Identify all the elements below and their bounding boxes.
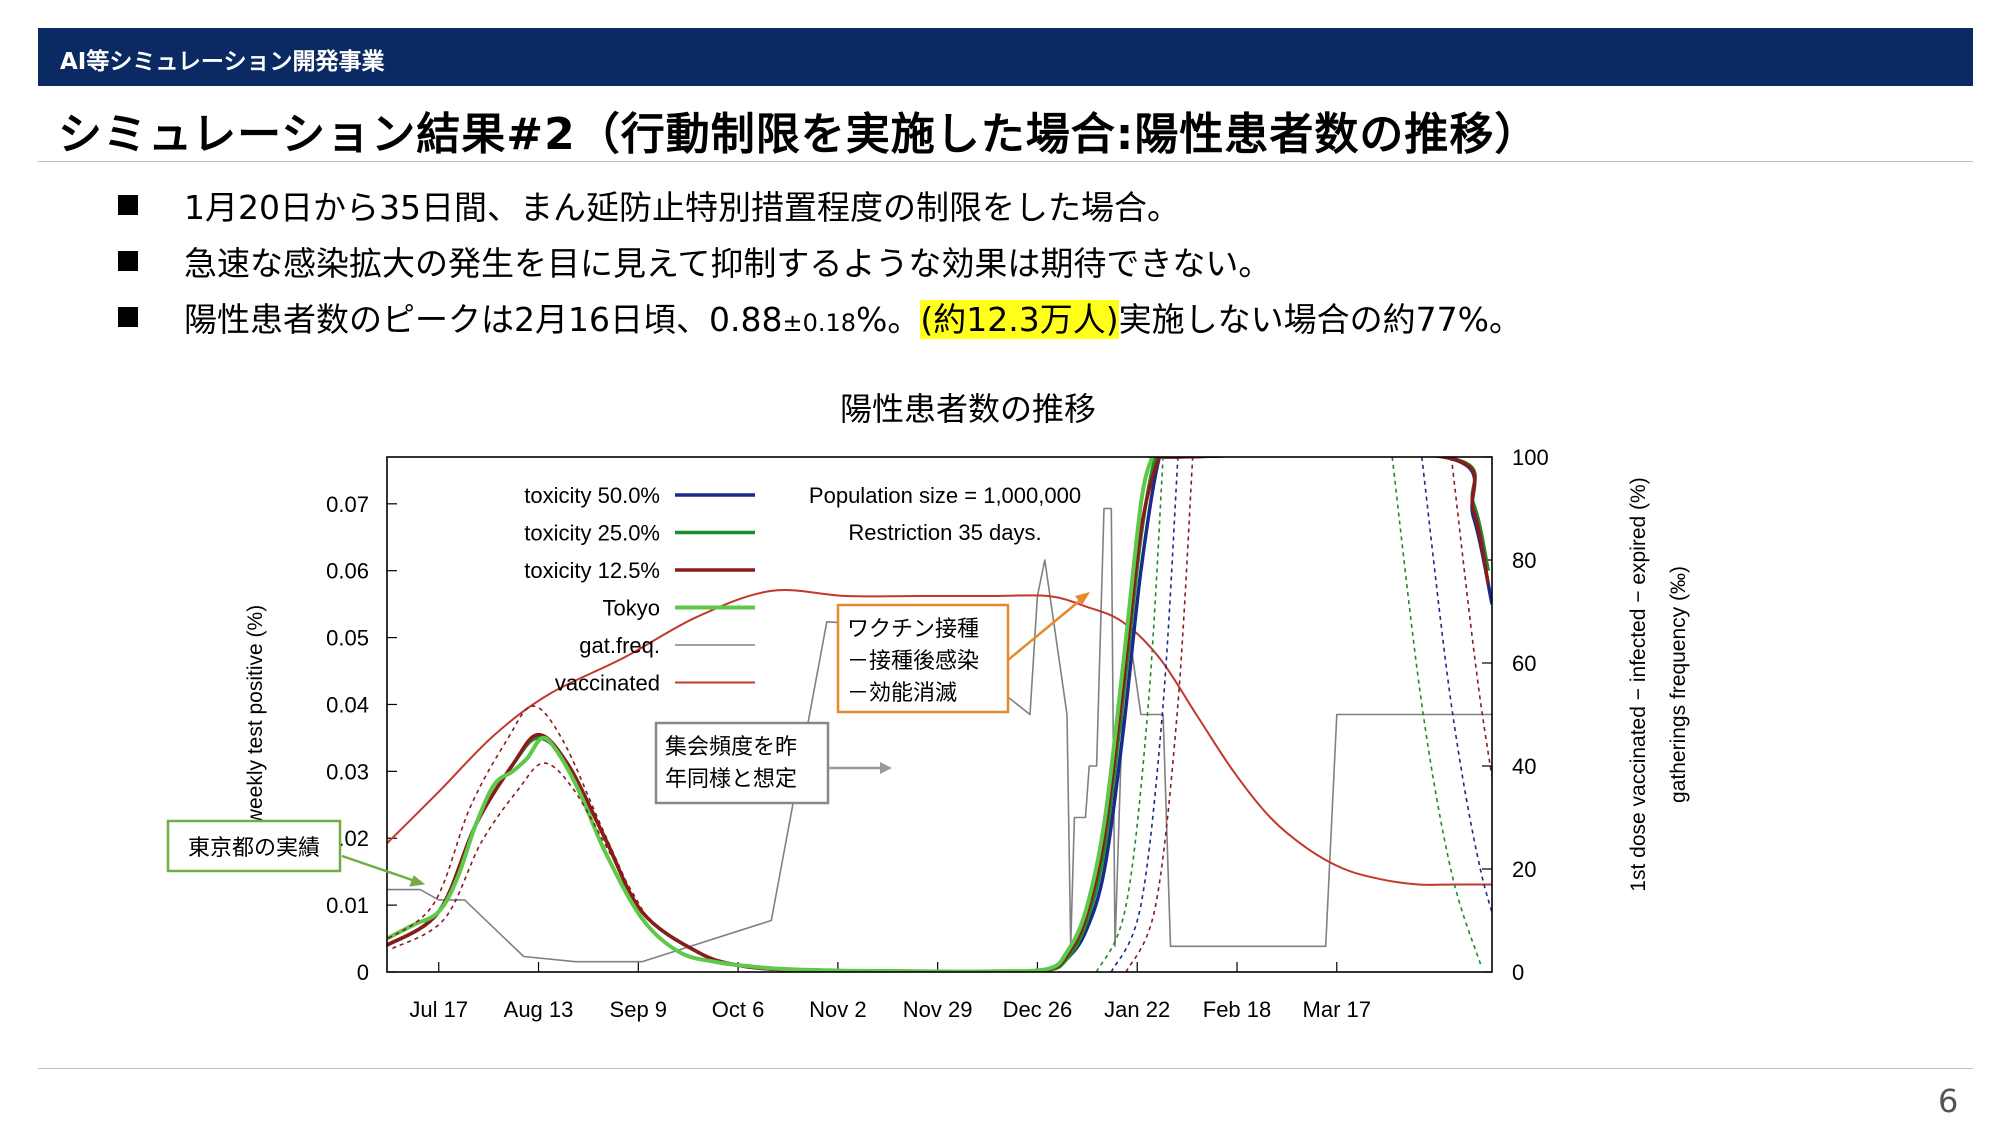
bullet-text: 陽性患者数のピークは2月16日頃、0.88 — [184, 300, 783, 339]
y2-tick-label: 80 — [1512, 548, 1536, 573]
annotation-box-gathering — [654, 721, 830, 805]
series-line-gat-freq- — [387, 507, 1492, 963]
y-tick-label: 0.01 — [326, 893, 369, 918]
section-title: AI等シミュレーション開発事業 — [60, 49, 385, 75]
chart-title: 陽性患者数の推移 — [840, 390, 1096, 428]
y-tick-label: 0.07 — [326, 492, 369, 517]
legend-label: toxicity 12.5% — [524, 558, 660, 583]
y-tick-label: 0.06 — [326, 559, 369, 584]
y2-tick-label: 100 — [1512, 445, 1549, 470]
bullet-text: 実施しない場合の約77%。 — [1118, 300, 1522, 339]
bullet-square-icon — [118, 195, 138, 215]
annotation-arrowhead-tokyo — [409, 875, 426, 887]
plot-frame — [386, 456, 1493, 973]
envelope-upper — [387, 705, 638, 940]
x-tick-label: Nov 29 — [903, 997, 973, 1022]
projection-rise — [1110, 457, 1179, 972]
legend-label: toxicity 25.0% — [524, 521, 660, 546]
y-tick-label: 0.03 — [326, 759, 369, 784]
annotation-box-tokyo — [166, 819, 342, 873]
annotation-arrowhead-vaccine — [1075, 592, 1090, 605]
x-tick-label: Jan 22 — [1104, 997, 1170, 1022]
page-number: 6 — [1938, 1082, 1959, 1120]
bullet-square-icon — [118, 251, 138, 271]
bullet-list: 1月20日から35日間、まん延防止特別措置程度の制限をした場合。 急速な感染拡大… — [118, 180, 1522, 348]
projection-fall — [1421, 457, 1492, 915]
y2-axis-label: 1st dose vaccinated − infected − expired… — [1627, 477, 1650, 891]
y2-tick-label: 20 — [1512, 857, 1536, 882]
bullet-item: 陽性患者数のピークは2月16日頃、0.88±0.18%。(約12.3万人)実施し… — [118, 292, 1522, 348]
y-tick-label: 0.05 — [326, 626, 369, 651]
legend-label: gat.freq. — [579, 633, 660, 658]
bullet-item: 1月20日から35日間、まん延防止特別措置程度の制限をした場合。 — [118, 180, 1522, 236]
x-tick-label: Oct 6 — [712, 997, 765, 1022]
annotation-arrow-tokyo — [341, 854, 419, 884]
y2-tick-label: 0 — [1512, 960, 1524, 985]
y2-tick-label: 40 — [1512, 754, 1536, 779]
annotation-vaccine-line: －効能消滅 — [847, 681, 957, 706]
x-tick-label: Jul 17 — [409, 997, 468, 1022]
annotation-vaccine-line: －接種後感染 — [847, 649, 979, 674]
bullet-text: 急速な感染拡大の発生を目に見えて抑制するような効果は期待できない。 — [184, 244, 1272, 283]
annotation-arrow-vaccine — [1007, 597, 1084, 661]
title-divider — [38, 161, 1973, 162]
bullet-text: %。 — [856, 300, 921, 339]
bullet-item: 急速な感染拡大の発生を目に見えて抑制するような効果は期待できない。 — [118, 236, 1522, 292]
series-line-tokyo — [387, 457, 1154, 972]
x-tick-label: Sep 9 — [610, 997, 668, 1022]
legend-label: vaccinated — [555, 671, 660, 696]
annotation-arrowhead-gathering — [880, 762, 892, 774]
bullet-square-icon — [118, 307, 138, 327]
projection-fall — [1450, 457, 1492, 782]
annotation-tokyo: 東京都の実績 — [188, 836, 320, 861]
series-line-vaccinated — [387, 589, 1492, 886]
legend-label: Tokyo — [603, 596, 660, 621]
projection-fall — [1391, 457, 1482, 966]
y2-tick-label: 60 — [1512, 651, 1536, 676]
legend-label: toxicity 50.0% — [524, 483, 660, 508]
projection-rise — [1125, 457, 1194, 972]
annotation-gathering-line: 年同様と想定 — [665, 767, 797, 792]
y-tick-label: 0.04 — [326, 692, 369, 717]
x-tick-label: Nov 2 — [809, 997, 866, 1022]
section-header-bar: AI等シミュレーション開発事業 — [38, 28, 1973, 86]
x-tick-label: Mar 17 — [1303, 997, 1371, 1022]
y2-axis-label-2: gatherings frequency (‰) — [1667, 566, 1690, 803]
info-restriction: Restriction 35 days. — [848, 520, 1041, 545]
y-tick-label: 0 — [357, 960, 369, 985]
bullet-plusminus: ±0.18 — [782, 309, 857, 337]
x-tick-label: Aug 13 — [504, 997, 574, 1022]
bullet-text: 1月20日から35日間、まん延防止特別措置程度の制限をした場合。 — [184, 188, 1180, 227]
page-title: シミュレーション結果#2（行動制限を実施した場合:陽性患者数の推移） — [58, 109, 1540, 160]
info-population: Population size = 1,000,000 — [809, 483, 1081, 508]
projection-rise — [1095, 457, 1164, 972]
annotation-vaccine-line: ワクチン接種 — [847, 617, 979, 642]
annotation-gathering-line: 集会頻度を昨 — [665, 735, 797, 760]
x-tick-label: Feb 18 — [1203, 997, 1272, 1022]
y-axis-label: weekly test positive (%) — [244, 605, 267, 825]
highlight-text: (約12.3万人) — [920, 300, 1119, 339]
x-tick-label: Dec 26 — [1003, 997, 1073, 1022]
footer-divider — [38, 1068, 1973, 1069]
annotation-box-vaccine — [836, 603, 1010, 714]
